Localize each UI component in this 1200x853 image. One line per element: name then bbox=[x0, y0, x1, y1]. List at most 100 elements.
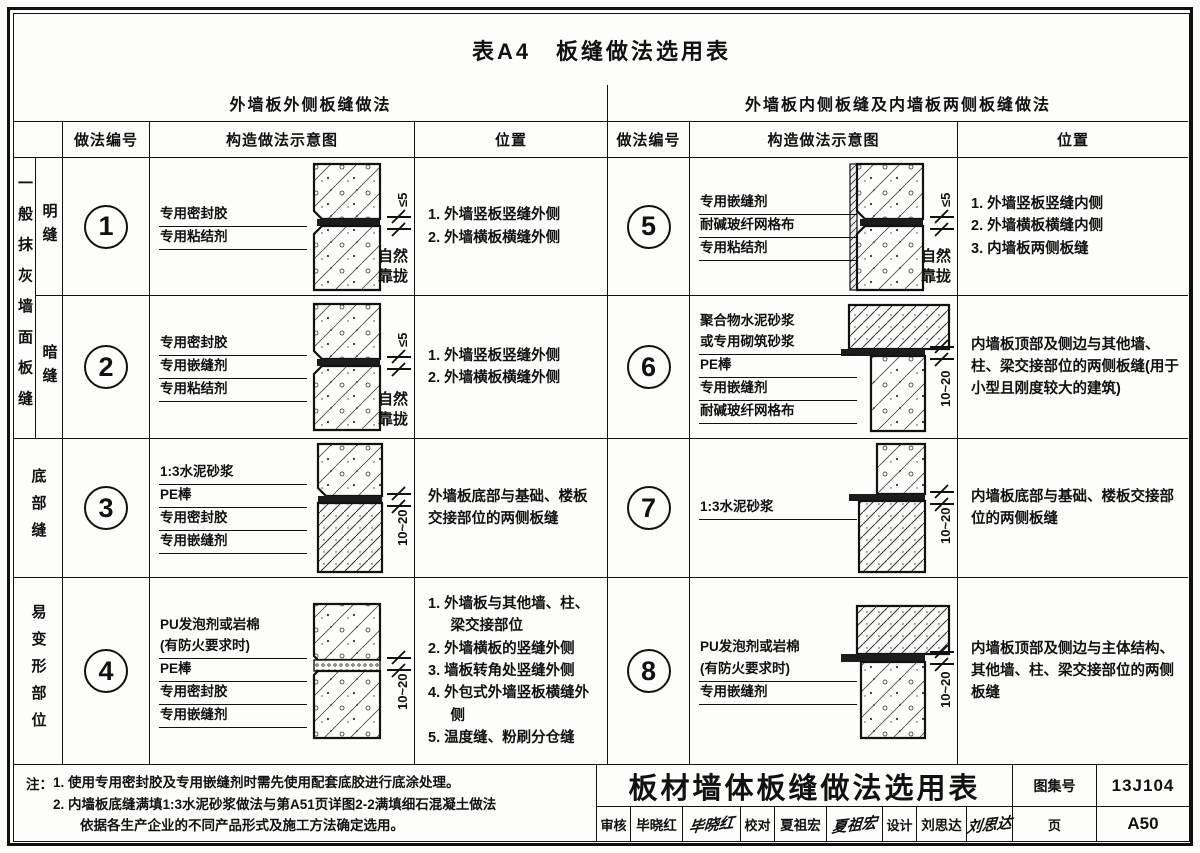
atlas-number-label: 图集号 bbox=[1013, 765, 1097, 807]
material-labels-8: PU发泡剂或岩棉 (有防火要求时) 专用嵌缝剂 bbox=[699, 578, 857, 764]
material-label: PE棒 bbox=[159, 485, 307, 509]
joint-section-drawing: 10~20 bbox=[841, 605, 954, 740]
note-natural-close: 自然靠拢 bbox=[920, 247, 951, 285]
material-label: PE棒 bbox=[699, 355, 857, 379]
diagram-cell-4: PU发泡剂或岩棉 (有防火要求时) PE棒 专用密封胶 专用嵌缝剂 10~20 bbox=[150, 578, 415, 766]
dimension-label: 10~20 bbox=[938, 371, 953, 408]
material-labels-4: PU发泡剂或岩棉 (有防火要求时) PE棒 专用密封胶 专用嵌缝剂 bbox=[159, 578, 307, 764]
signature: 刘思达 bbox=[966, 813, 1013, 837]
position-cell-1: 1. 外墙竖板竖缝外侧 2. 外墙横板横缝外侧 bbox=[415, 158, 608, 297]
title-block: 板材墙体板缝做法选用表 图集号 13J104 审核 毕晓红 毕晓红 校对 夏祖宏… bbox=[596, 765, 1189, 841]
method-number-2: 2 bbox=[84, 345, 128, 390]
selection-table: 外墙板外侧板缝做法 外墙板内侧板缝及内墙板两侧板缝做法 做法编号 构造做法示意图… bbox=[14, 85, 1189, 766]
position-item: 1. 外墙竖板竖缝外侧 bbox=[428, 347, 561, 364]
method-number-8: 8 bbox=[626, 649, 671, 694]
notes-label: 注： bbox=[26, 777, 53, 793]
material-label: 专用嵌缝剂 bbox=[159, 356, 307, 379]
col-header-num-left: 做法编号 bbox=[63, 122, 150, 159]
position-item: 2. 外墙横板横缝内侧 bbox=[971, 218, 1104, 235]
method-number-5: 5 bbox=[626, 204, 671, 249]
method-number-cell-7: 7 bbox=[608, 439, 690, 579]
position-item: 2. 外墙横板的竖缝外侧 bbox=[428, 640, 575, 657]
joint-section-drawing: 10~20 bbox=[316, 443, 411, 574]
position-cell-6: 内墙板顶部及侧边与其他墙、柱、梁交接部位的两侧板缝(用于小型且刚度较大的建筑) bbox=[958, 296, 1188, 440]
diagram-cell-8: PU发泡剂或岩棉 (有防火要求时) 专用嵌缝剂 10~20 bbox=[690, 578, 958, 766]
method-number-cell-6: 6 bbox=[608, 296, 690, 440]
material-labels-2: 专用密封胶 专用嵌缝剂 专用粘结剂 bbox=[159, 296, 307, 438]
material-labels-5: 专用嵌缝剂 耐碱玻纤网格布 专用粘结剂 bbox=[699, 158, 857, 295]
material-label: 专用密封胶 bbox=[159, 508, 307, 532]
joint-section-drawing: 10~20 bbox=[849, 443, 954, 574]
group-header-right: 外墙板内侧板缝及内墙板两侧板缝做法 bbox=[608, 85, 1188, 123]
note-line: 1. 使用专用密封胶及专用嵌缝剂时需先使用配套底胶进行底涂处理。 bbox=[53, 775, 460, 791]
col-header-num-right: 做法编号 bbox=[608, 122, 690, 159]
joint-section-drawing: ≤5 bbox=[312, 303, 411, 432]
material-label: 专用嵌缝剂 bbox=[159, 705, 307, 728]
dimension-label: 10~20 bbox=[938, 508, 953, 545]
material-label: PU发泡剂或岩棉 bbox=[160, 616, 260, 632]
approval-role: 审核 bbox=[597, 807, 631, 841]
method-number-1: 1 bbox=[84, 204, 128, 249]
category-open-joint: 明缝 bbox=[36, 158, 63, 297]
page-label: 页 bbox=[1013, 807, 1097, 841]
bottom-band: 注： 1. 使用专用密封胶及专用嵌缝剂时需先使用配套底胶进行底涂处理。 2. 内… bbox=[14, 765, 1189, 841]
material-labels-1: 专用密封胶 专用粘结剂 bbox=[159, 158, 307, 295]
category-bottom-joint: 底部缝 bbox=[14, 439, 63, 579]
material-label: 1:3水泥砂浆 bbox=[159, 462, 307, 486]
method-number-cell-5: 5 bbox=[608, 158, 690, 297]
position-cell-4: 1. 外墙板与其他墙、柱、梁交接部位 2. 外墙横板的竖缝外侧 3. 墙板转角处… bbox=[415, 578, 608, 766]
position-item: 内墙板底部与基础、楼板交接部位的两侧板缝 bbox=[971, 488, 1174, 528]
dimension-label: 10~20 bbox=[938, 672, 953, 709]
method-number-4: 4 bbox=[84, 649, 128, 694]
group-header-left: 外墙板外侧板缝做法 bbox=[14, 85, 608, 123]
position-item: 1. 外墙竖板竖缝外侧 bbox=[428, 207, 561, 224]
category-deform-zone: 易变形部位 bbox=[14, 578, 63, 766]
col-header-diagram-right: 构造做法示意图 bbox=[690, 122, 958, 159]
position-cell-7: 内墙板底部与基础、楼板交接部位的两侧板缝 bbox=[958, 439, 1188, 579]
material-label: 专用密封胶 bbox=[159, 333, 307, 356]
diagram-cell-2: 专用密封胶 专用嵌缝剂 专用粘结剂 ≤5 自然靠拢 bbox=[150, 296, 415, 440]
material-label: 专用粘结剂 bbox=[699, 238, 857, 262]
method-number-cell-8: 8 bbox=[608, 578, 690, 766]
page-inner-frame: 表A4 板缝做法选用表 外墙板外侧板缝做法 外墙板内侧板缝及内墙板两侧板缝做法 … bbox=[13, 13, 1190, 842]
method-number-cell-1: 1 bbox=[63, 158, 150, 297]
position-item: 内墙板顶部及侧边与其他墙、柱、梁交接部位的两侧板缝(用于小型且刚度较大的建筑) bbox=[971, 336, 1179, 398]
approval-name: 刘思达 bbox=[917, 807, 967, 841]
method-number-3: 3 bbox=[84, 486, 128, 531]
joint-section-drawing: ≤5 bbox=[849, 162, 954, 291]
joint-section-drawing: 10~20 bbox=[841, 304, 954, 433]
material-label: 耐碱玻纤网格布 bbox=[699, 215, 857, 239]
diagram-cell-1: 专用密封胶 专用粘结剂 ≤5 自然靠拢 bbox=[150, 158, 415, 297]
material-label: 耐碱玻纤网格布 bbox=[699, 401, 857, 424]
dimension-label: ≤5 bbox=[395, 192, 410, 206]
approval-role: 设计 bbox=[883, 807, 917, 841]
method-number-cell-2: 2 bbox=[63, 296, 150, 440]
approval-role: 校对 bbox=[741, 807, 775, 841]
diagram-cell-5: 专用嵌缝剂 耐碱玻纤网格布 专用粘结剂 ≤5 自然靠拢 bbox=[690, 158, 958, 297]
table-title: 表A4 板缝做法选用表 bbox=[471, 38, 732, 64]
material-labels-7: 1:3水泥砂浆 bbox=[699, 439, 857, 577]
diagram-cell-3: 1:3水泥砂浆 PE棒 专用密封胶 专用嵌缝剂 10~20 bbox=[150, 439, 415, 579]
method-number-cell-3: 3 bbox=[63, 439, 150, 579]
page-number: A50 bbox=[1127, 814, 1159, 834]
position-item: 1. 外墙竖板竖缝内侧 bbox=[971, 196, 1104, 213]
material-label: PU发泡剂或岩棉 bbox=[700, 639, 800, 655]
position-item: 外墙板底部与基础、楼板交接部位的两侧板缝 bbox=[428, 488, 588, 528]
position-item: 内墙板顶部及侧边与主体结构、其他墙、柱、梁交接部位的两侧板缝 bbox=[971, 640, 1174, 702]
position-cell-5: 1. 外墙竖板竖缝内侧 2. 外墙横板横缝内侧 3. 内墙板两侧板缝 bbox=[958, 158, 1188, 297]
material-label: 专用嵌缝剂 bbox=[699, 192, 857, 216]
note-line: 依据各生产企业的不同产品形式及施工方法确定选用。 bbox=[80, 818, 404, 834]
dimension-label: ≤5 bbox=[395, 333, 410, 347]
approval-signature: 夏祖宏 bbox=[827, 807, 883, 841]
material-labels-6: 聚合物水泥砂浆 或专用砌筑砂浆 PE棒 专用嵌缝剂 耐碱玻纤网格布 bbox=[699, 296, 857, 438]
material-label: 1:3水泥砂浆 bbox=[699, 497, 857, 520]
diagram-cell-7: 1:3水泥砂浆 10~20 bbox=[690, 439, 958, 579]
position-item: 2. 外墙横板横缝外侧 bbox=[428, 370, 561, 387]
material-label: 专用密封胶 bbox=[159, 682, 307, 706]
position-cell-3: 外墙板底部与基础、楼板交接部位的两侧板缝 bbox=[415, 439, 608, 579]
header-spacer bbox=[14, 122, 63, 159]
position-item: 1. 外墙板与其他墙、柱、梁交接部位 bbox=[428, 595, 590, 635]
notes-lines: 1. 使用专用密封胶及专用嵌缝剂时需先使用配套底胶进行底涂处理。 2. 内墙板底… bbox=[53, 772, 496, 837]
diagram-cell-6: 聚合物水泥砂浆 或专用砌筑砂浆 PE棒 专用嵌缝剂 耐碱玻纤网格布 10~20 bbox=[690, 296, 958, 440]
